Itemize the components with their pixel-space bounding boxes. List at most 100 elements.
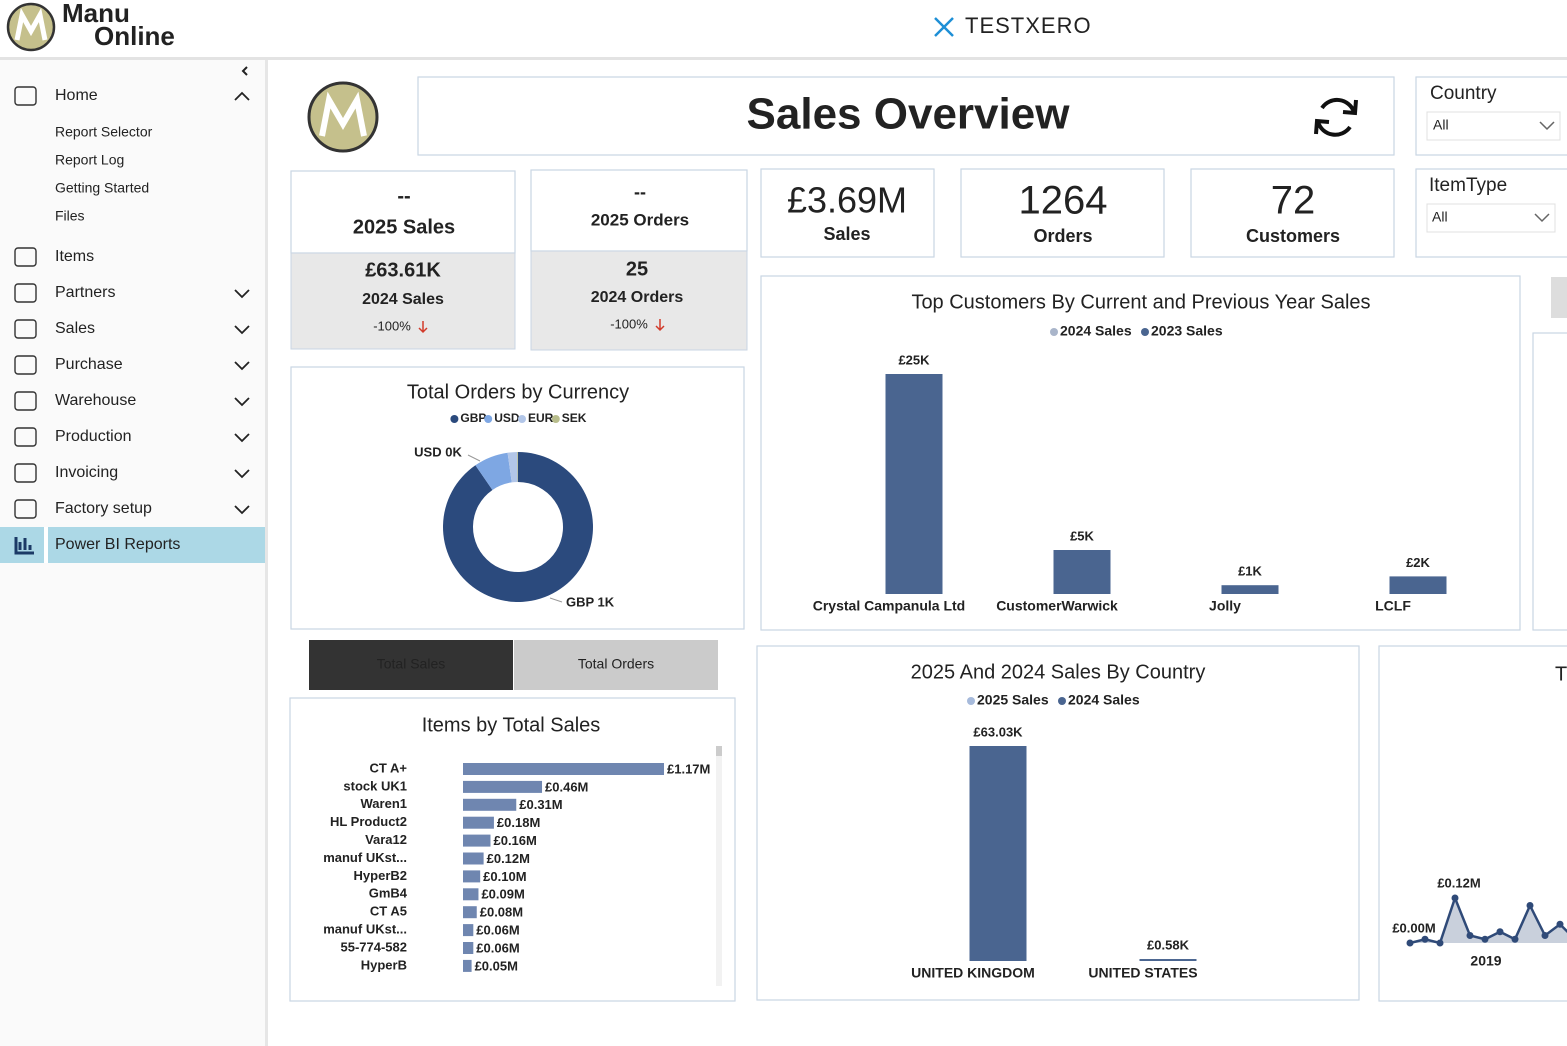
chart-panel: [1532, 332, 1567, 631]
legend-marker: [967, 697, 975, 705]
kpi-previous-label: 2024 Sales: [362, 291, 444, 308]
data-label: USD 0K: [414, 444, 462, 459]
menu-item[interactable]: Purchase: [55, 356, 123, 373]
bar[interactable]: [463, 798, 517, 811]
point[interactable]: [1466, 932, 1474, 939]
refresh-button[interactable]: [1314, 97, 1358, 137]
menu-item[interactable]: Power BI Reports: [55, 536, 180, 553]
donut-slice[interactable]: [507, 452, 518, 483]
chart-title: Items by Total Sales: [422, 714, 601, 736]
data-label: £0.16M: [493, 833, 536, 848]
menu-chevron[interactable]: [234, 289, 250, 299]
point[interactable]: [1511, 935, 1519, 943]
menu-chevron[interactable]: [234, 433, 250, 443]
menu-chevron[interactable]: [234, 397, 250, 407]
menu-chevron[interactable]: [234, 361, 250, 371]
point[interactable]: [1451, 894, 1459, 902]
bar[interactable]: [463, 834, 491, 847]
x-tick-label: 2019: [1470, 953, 1501, 969]
legend-marker: [551, 415, 560, 423]
legend-marker: [1141, 328, 1149, 336]
brand-top: Manu: [62, 0, 130, 28]
point[interactable]: [1496, 928, 1504, 936]
kpi-previous-value: 25: [626, 258, 648, 280]
menu-item[interactable]: Items: [55, 248, 94, 265]
kpi-current: [530, 169, 748, 252]
y-tick-label: manuf UKst...: [323, 850, 407, 865]
menu-item[interactable]: Sales: [55, 320, 95, 337]
legend-label: USD: [494, 411, 520, 425]
menu-chevron[interactable]: [234, 505, 250, 515]
filter-dropdown[interactable]: [1426, 111, 1561, 141]
bar[interactable]: [463, 870, 481, 883]
scrollbar-thumb[interactable]: [716, 746, 722, 756]
menu-chevron[interactable]: [234, 469, 250, 479]
down-arrow: [655, 319, 665, 332]
kpi-previous: [530, 250, 748, 351]
bar[interactable]: [1389, 576, 1447, 594]
y-tick-label: HyperB: [361, 957, 407, 972]
bar[interactable]: [463, 888, 479, 901]
menu-chevron[interactable]: [234, 91, 250, 101]
point[interactable]: [1421, 935, 1429, 943]
bar[interactable]: [463, 924, 474, 937]
donut-slice[interactable]: [443, 452, 594, 602]
y-tick-label: 55-774-582: [341, 939, 408, 954]
x-tick-label: Jolly: [1209, 598, 1241, 614]
chart-panel: [1378, 645, 1567, 1002]
point[interactable]: [1526, 902, 1534, 909]
submenu-item[interactable]: Report Log: [55, 152, 124, 168]
tab[interactable]: [514, 640, 718, 690]
submenu-item[interactable]: Report Selector: [55, 124, 153, 140]
point[interactable]: [1541, 932, 1549, 939]
kpi-current-label: 2025 Sales: [353, 216, 455, 238]
menu-item[interactable]: Factory setup: [55, 500, 152, 517]
filter-label: ItemType: [1429, 175, 1507, 196]
bar[interactable]: [885, 374, 943, 594]
bar[interactable]: [463, 942, 474, 954]
legend-label: 2024 Sales: [1060, 323, 1132, 339]
bar[interactable]: [463, 852, 484, 865]
data-label: GBP 1K: [566, 594, 615, 609]
collapse-button[interactable]: [241, 66, 248, 76]
bar[interactable]: [1053, 550, 1111, 594]
brand-logo[interactable]: Manu Online: [6, 0, 175, 52]
bar[interactable]: [463, 906, 477, 919]
x-tick-label: UNITED KINGDOM: [911, 965, 1035, 981]
bar[interactable]: [969, 746, 1027, 961]
bar[interactable]: [463, 816, 494, 829]
submenu-item[interactable]: Getting Started: [55, 180, 149, 196]
kpi-card: [960, 168, 1165, 258]
menu-item[interactable]: Partners: [55, 284, 115, 301]
data-label: £0.12M: [1437, 875, 1480, 890]
donut-slice[interactable]: [475, 452, 512, 490]
submenu-item[interactable]: Files: [55, 208, 85, 224]
data-label: £0.08M: [480, 905, 523, 920]
bar[interactable]: [463, 780, 543, 793]
chart-panel: [289, 697, 736, 1002]
company-name[interactable]: TESTXERO: [965, 13, 1092, 38]
point[interactable]: [1481, 935, 1489, 943]
point[interactable]: [1556, 920, 1564, 928]
point[interactable]: [1436, 939, 1444, 947]
menu-item[interactable]: Home: [55, 87, 98, 104]
data-label: £63.03K: [973, 724, 1023, 739]
bar[interactable]: [1221, 585, 1279, 594]
bar[interactable]: [1139, 959, 1197, 961]
report-title: Sales Overview: [747, 90, 1071, 139]
data-label: £25K: [898, 352, 930, 367]
menu-item[interactable]: Production: [55, 428, 132, 445]
menu-item[interactable]: Invoicing: [55, 464, 118, 481]
kpi-previous-label: 2024 Orders: [591, 289, 684, 306]
menu-item[interactable]: Warehouse: [55, 392, 136, 409]
donut-slice[interactable]: [517, 452, 518, 483]
kpi-label: Orders: [1033, 226, 1092, 246]
menu-chevron[interactable]: [234, 325, 250, 335]
legend-marker: [1058, 697, 1066, 705]
bar[interactable]: [463, 959, 472, 972]
point[interactable]: [1406, 939, 1414, 947]
tab[interactable]: [309, 640, 513, 690]
bar[interactable]: [463, 763, 664, 775]
filter-dropdown[interactable]: [1426, 203, 1556, 233]
